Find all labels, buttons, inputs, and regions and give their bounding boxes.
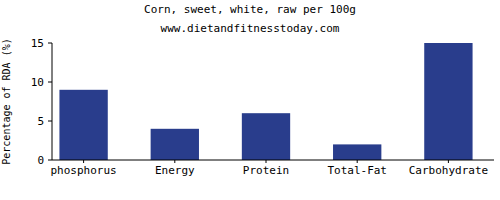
x-tick-label: Total-Fat [327,164,387,177]
y-tick [48,160,52,161]
y-tick-label: 0 [37,154,44,167]
y-axis-line [52,43,53,160]
bar [424,43,472,160]
bar [59,90,107,160]
y-tick [48,121,52,122]
x-tick-label: phosphorus [50,164,116,177]
subtitle: www.dietandfitnesstoday.com [161,22,340,35]
bar [151,129,199,160]
title: Corn, sweet, white, raw per 100g [144,3,356,16]
bar [333,144,381,160]
x-axis-line [52,160,494,161]
x-tick [174,160,175,163]
bars [59,43,472,160]
y-tick [48,82,52,83]
y-tick-label: 5 [37,115,44,128]
x-tick-label: Energy [155,164,195,177]
x-tick [266,160,267,163]
x-tick-label: Protein [243,164,289,177]
y-tick-label: 15 [31,37,44,50]
bar [242,113,290,160]
chart-container: Corn, sweet, white, raw per 100g www.diet… [0,0,500,200]
x-tick-label: Carbohydrate [409,164,488,177]
x-tick [357,160,358,163]
x-tick [448,160,449,163]
y-axis-label: Percentage of RDA (%) [1,38,12,164]
chart-svg: Corn, sweet, white, raw per 100g www.diet… [0,0,500,200]
y-tick [48,43,52,44]
x-tick [83,160,84,163]
y-tick-label: 10 [31,76,44,89]
